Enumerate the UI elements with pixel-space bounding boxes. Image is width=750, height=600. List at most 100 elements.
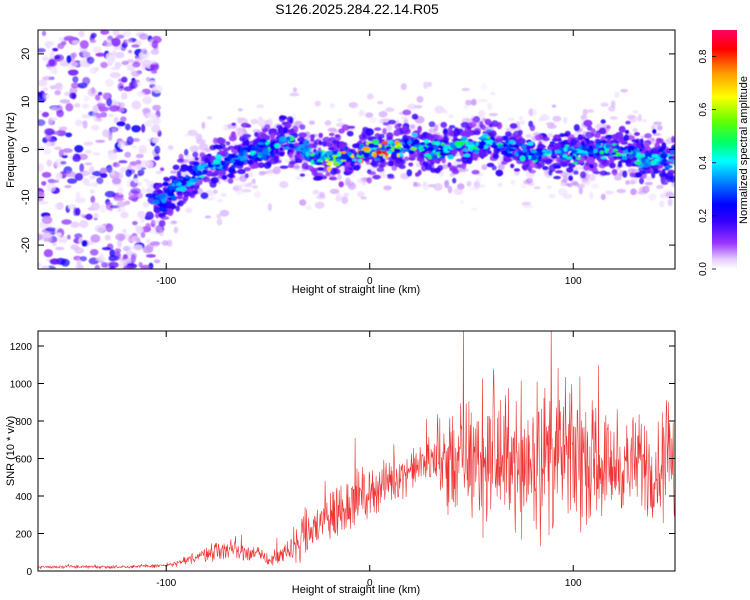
- heatmap-cell: [593, 148, 598, 154]
- heatmap-cell: [221, 193, 227, 197]
- heatmap-cell: [64, 171, 76, 178]
- heatmap-cell: [358, 158, 362, 163]
- heatmap-cell: [348, 102, 358, 109]
- heatmap-cell: [521, 164, 526, 169]
- heatmap-cell: [513, 168, 521, 172]
- heatmap-cell: [207, 164, 215, 168]
- heatmap-cell: [132, 61, 141, 68]
- heatmap-cell: [490, 91, 496, 96]
- heatmap-cell: [139, 160, 151, 168]
- heatmap-cell: [385, 107, 395, 112]
- colorbar-label: Normalized spectral amplitude: [738, 76, 750, 224]
- heatmap-cell: [346, 130, 354, 137]
- heatmap-cell: [600, 102, 609, 107]
- heatmap-cell: [505, 131, 512, 137]
- heatmap-cell: [310, 159, 314, 165]
- heatmap-cell: [566, 167, 574, 173]
- heatmap-cell: [261, 149, 270, 155]
- heatmap-cell: [279, 181, 289, 189]
- heatmap-cell: [104, 78, 114, 88]
- heatmap-cell: [107, 55, 116, 64]
- heatmap-cell: [472, 135, 479, 142]
- heatmap-cell: [326, 166, 332, 171]
- heatmap-cell: [75, 191, 81, 199]
- heatmap-cell: [270, 133, 276, 140]
- heatmap-cell: [242, 134, 252, 138]
- heatmap-cell: [185, 181, 191, 186]
- heatmap-cell: [642, 118, 647, 123]
- heatmap-cell: [204, 158, 209, 164]
- heatmap-cell: [450, 150, 458, 155]
- heatmap-cell: [434, 124, 439, 132]
- heatmap-cell: [108, 113, 114, 118]
- heatmap-cell: [426, 146, 435, 152]
- heatmap-cell: [150, 70, 158, 74]
- heatmap-cell: [462, 140, 469, 143]
- heatmap-cell: [121, 60, 129, 66]
- heatmap-cell: [381, 150, 387, 154]
- heatmap-cell: [82, 178, 90, 186]
- heatmap-cell: [305, 151, 310, 157]
- heatmap-cell: [210, 177, 219, 184]
- heatmap-cell: [477, 98, 488, 103]
- heatmap-cell: [357, 191, 365, 198]
- heatmap-cell: [447, 185, 453, 194]
- heatmap-cell: [431, 154, 438, 161]
- heatmap-cell: [452, 177, 457, 184]
- heatmap-cell: [192, 190, 199, 195]
- heatmap-cell: [510, 163, 515, 169]
- y-tick-label: 1200: [10, 342, 33, 353]
- heatmap-cell: [270, 152, 275, 158]
- heatmap-cell: [450, 145, 457, 149]
- heatmap-cell: [344, 146, 349, 151]
- heatmap-cell: [82, 120, 88, 129]
- heatmap-cell: [161, 198, 167, 204]
- heatmap-cell: [140, 232, 146, 238]
- heatmap-cell: [573, 170, 579, 175]
- heatmap-cell: [171, 220, 177, 225]
- heatmap-cell: [74, 197, 86, 204]
- heatmap-cell: [326, 142, 333, 148]
- heatmap-cell: [571, 149, 578, 153]
- heatmap-cell: [267, 203, 272, 212]
- heatmap-cell: [548, 194, 556, 199]
- heatmap-cell: [644, 133, 652, 139]
- heatmap-cell: [141, 123, 146, 133]
- heatmap-cell: [92, 170, 102, 177]
- heatmap-cell: [114, 61, 122, 68]
- heatmap-cell: [246, 124, 252, 128]
- heatmap-cell: [333, 161, 340, 167]
- heatmap-cell: [124, 151, 132, 158]
- heatmap-cell: [502, 143, 508, 147]
- heatmap-cell: [171, 189, 176, 193]
- heatmap-cell: [243, 167, 251, 172]
- heatmap-cell: [112, 105, 118, 109]
- heatmap-cell: [54, 146, 62, 151]
- heatmap-cell: [382, 128, 387, 135]
- heatmap-cell: [333, 129, 339, 134]
- heatmap-cell: [644, 151, 650, 158]
- heatmap-cell: [299, 124, 306, 130]
- heatmap-cell: [74, 145, 84, 153]
- heatmap-cell: [619, 147, 627, 151]
- heatmap-cell: [59, 99, 71, 104]
- heatmap-cell: [100, 62, 108, 69]
- heatmap-cell: [408, 162, 414, 167]
- heatmap-cell: [512, 130, 522, 138]
- heatmap-cell: [204, 215, 212, 219]
- heatmap-cell: [467, 151, 472, 155]
- heatmap-cell: [384, 161, 390, 166]
- heatmap-cell: [327, 160, 332, 166]
- heatmap-cell: [407, 103, 417, 110]
- heatmap-cell: [575, 166, 585, 170]
- heatmap-cell: [217, 157, 222, 162]
- heatmap-cell: [81, 114, 91, 119]
- heatmap-cell: [393, 148, 401, 153]
- heatmap-cell: [89, 249, 99, 256]
- heatmap-cell: [196, 164, 205, 171]
- heatmap-cell: [328, 176, 338, 181]
- heatmap-cell: [465, 99, 472, 106]
- heatmap-cell: [594, 152, 601, 157]
- heatmap-cell: [247, 159, 254, 165]
- heatmap-cell: [341, 196, 349, 205]
